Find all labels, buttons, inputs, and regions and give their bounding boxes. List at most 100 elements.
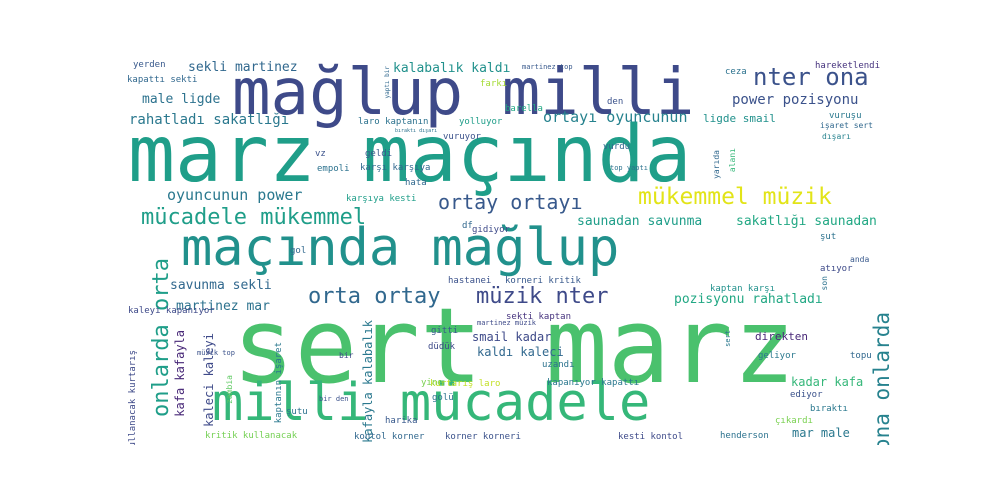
word-yolluyor: yolluyor xyxy=(459,117,503,127)
word-ligde-smail: ligde smail xyxy=(703,112,776,125)
word-bir: bir xyxy=(339,351,354,360)
word-top-yapti: top yaptı xyxy=(610,164,648,172)
word-kaleyi-kapaniyor: kaleyi kapanıyor xyxy=(128,306,215,316)
word-muzik-nter: müzik nter xyxy=(476,284,609,309)
word-golu: golü xyxy=(432,393,454,403)
word-hareketlendi: hareketlendi xyxy=(815,61,881,71)
word-kaptan-karsi: kaptan karşı xyxy=(710,284,776,294)
word-yapti-bir: yaptı bir xyxy=(384,66,391,99)
word-sekti-kaptan: sekti kaptan xyxy=(506,312,572,322)
word-martinez-top: martinez top xyxy=(522,63,573,71)
word-kritik-kullanacak: kritik kullanacak xyxy=(205,431,298,441)
word-barella: barella xyxy=(505,104,543,114)
word-power-pozisyonu: power pozisyonu xyxy=(732,92,859,108)
word-bir-den: bir den xyxy=(319,395,349,403)
word-empoli: empoli xyxy=(317,164,350,174)
word-geldi: geldi xyxy=(365,149,393,159)
word-martinez-muzik: martinez müzik xyxy=(477,319,537,327)
word-henderson: henderson xyxy=(720,431,769,441)
word-ortay-ortayi: ortay ortayı xyxy=(438,190,583,214)
word-pozisyonu-rahatladi: pozisyonu rahatladı xyxy=(674,292,823,307)
word-son: son xyxy=(820,276,829,291)
word-ona-onlarda: ona onlarda xyxy=(870,312,890,445)
word-anda: anda xyxy=(850,255,870,264)
word-karsiya-kesti: karşıya kesti xyxy=(346,194,417,204)
word-disari: dışarı xyxy=(822,132,851,141)
word-kaptanin-isaret: kaptanın işaret xyxy=(274,342,284,424)
word-sekli-martinez: sekli martinez xyxy=(188,60,298,75)
word-gitti: gitti xyxy=(431,326,459,336)
word-sert-small: sert xyxy=(724,330,732,347)
word-geliyor: geliyor xyxy=(758,351,796,361)
word-kalabalik-kaldi: kalabalık kaldı xyxy=(393,61,511,76)
word-atiyor: atıyor xyxy=(820,264,853,274)
word-birakti-disari: bıraktı dışarı xyxy=(395,128,438,134)
word-kesti-kontol: kesti kontol xyxy=(618,432,684,442)
word-saunadan-savunma: saunadan savunma xyxy=(577,214,703,229)
word-farki: farkı xyxy=(480,79,508,89)
word-milli-mucadele: milli mücadele xyxy=(212,373,651,433)
word-df: df xyxy=(462,221,473,231)
word-zambia: zambia xyxy=(225,375,234,404)
word-gidiyor: gidiyor xyxy=(472,225,510,235)
word-ortayi-oyuncunun: ortayı oyuncunun xyxy=(543,108,688,126)
word-laro-kaptanin: laro kaptanın xyxy=(358,117,429,127)
word-vuruyor: vuruyor xyxy=(443,132,481,142)
word-kafa-kafayla: kafa kafayla xyxy=(173,330,187,417)
word-kafayla-kalabalik: kafayla kalabalık xyxy=(361,320,375,443)
word-vz: vz xyxy=(315,149,326,159)
word-orta-ortay: orta ortay xyxy=(308,284,441,309)
word-mar-male: mar male xyxy=(792,426,850,440)
word-alani: alanı xyxy=(728,148,737,173)
word-korner-korneri: korner korneri xyxy=(445,432,521,442)
word-den: den xyxy=(607,97,624,107)
word-birakti: bıraktı xyxy=(810,404,848,414)
word-nter-ona: nter ona xyxy=(753,63,869,91)
word-karsi-karsiya: karşı karşıya xyxy=(360,163,431,173)
word-kadar-kafa: kadar kafa xyxy=(791,375,864,389)
word-martinez-mar: martinez mar xyxy=(176,299,270,314)
word-rahatladi-sakatligi: rahatladı sakatlığı xyxy=(129,112,290,128)
word-vurdu: vurdu xyxy=(603,142,631,152)
word-sakatligi-saunadan: sakatlığı saunadan xyxy=(736,214,877,229)
word-kapatti-sekti: kapattı sekti xyxy=(127,75,198,85)
word-direkten: direkten xyxy=(755,330,808,343)
word-hata: hata xyxy=(405,178,427,188)
word-topu: topu xyxy=(850,351,872,361)
word-yerden: yerden xyxy=(133,60,166,70)
word-mukemmel-muzik: mükemmel müzik xyxy=(638,184,832,210)
word-sutu: şutu xyxy=(286,407,308,417)
word-kurtaris-laro: kurtarış laro xyxy=(430,379,501,389)
word-kapaniyor-kapatti: kapanıyor kapattı xyxy=(547,378,640,388)
word-mucadele-mukemmel: mücadele mükemmel xyxy=(141,205,367,230)
word-sut: şut xyxy=(820,232,837,242)
word-vurusu: vuruşu xyxy=(829,111,862,121)
word-isaret-sert: işaret sert xyxy=(820,121,873,130)
word-oyuncunun-power: oyuncunun power xyxy=(167,186,303,204)
word-duduk: düdük xyxy=(428,342,456,352)
word-gol: gol xyxy=(290,246,307,256)
word-hastanei: hastanei xyxy=(448,276,492,286)
word-kullanacak-kurtaris: kullanacak kurtarış xyxy=(128,350,138,445)
word-smail-kadar: smail kadar xyxy=(472,330,552,344)
word-korneri-kritik: korneri kritik xyxy=(505,276,581,286)
word-kaleci-kaleyi: kaleci kaleyi xyxy=(202,333,216,427)
word-uzandi: uzandı xyxy=(542,360,575,370)
word-sert-marz: sert marz xyxy=(232,285,796,407)
word-savunma-sekli: savunma sekli xyxy=(170,278,272,293)
word-ceza: ceza xyxy=(725,67,747,77)
word-cikardi: çıkardı xyxy=(775,416,813,426)
word-ediyor: ediyor xyxy=(790,390,823,400)
word-male-ligde: male ligde xyxy=(142,92,221,107)
word-macinda-maglup: maçında mağlup xyxy=(181,218,620,278)
word-maglup-milli: mağlup milli xyxy=(232,56,695,130)
word-cloud: marz maçında sert marz mağlup milli maçı… xyxy=(125,50,890,445)
word-muzik-top: müzik top xyxy=(197,349,235,357)
word-yarida: yarıda xyxy=(712,150,721,179)
word-kaldi-kaleci: kaldı kaleci xyxy=(477,345,564,359)
word-yine: yine xyxy=(421,378,443,388)
word-harika: harika xyxy=(385,416,418,426)
word-kontol-korner: kontol korner xyxy=(354,432,425,442)
word-marz-macinda: marz maçında xyxy=(128,110,692,200)
